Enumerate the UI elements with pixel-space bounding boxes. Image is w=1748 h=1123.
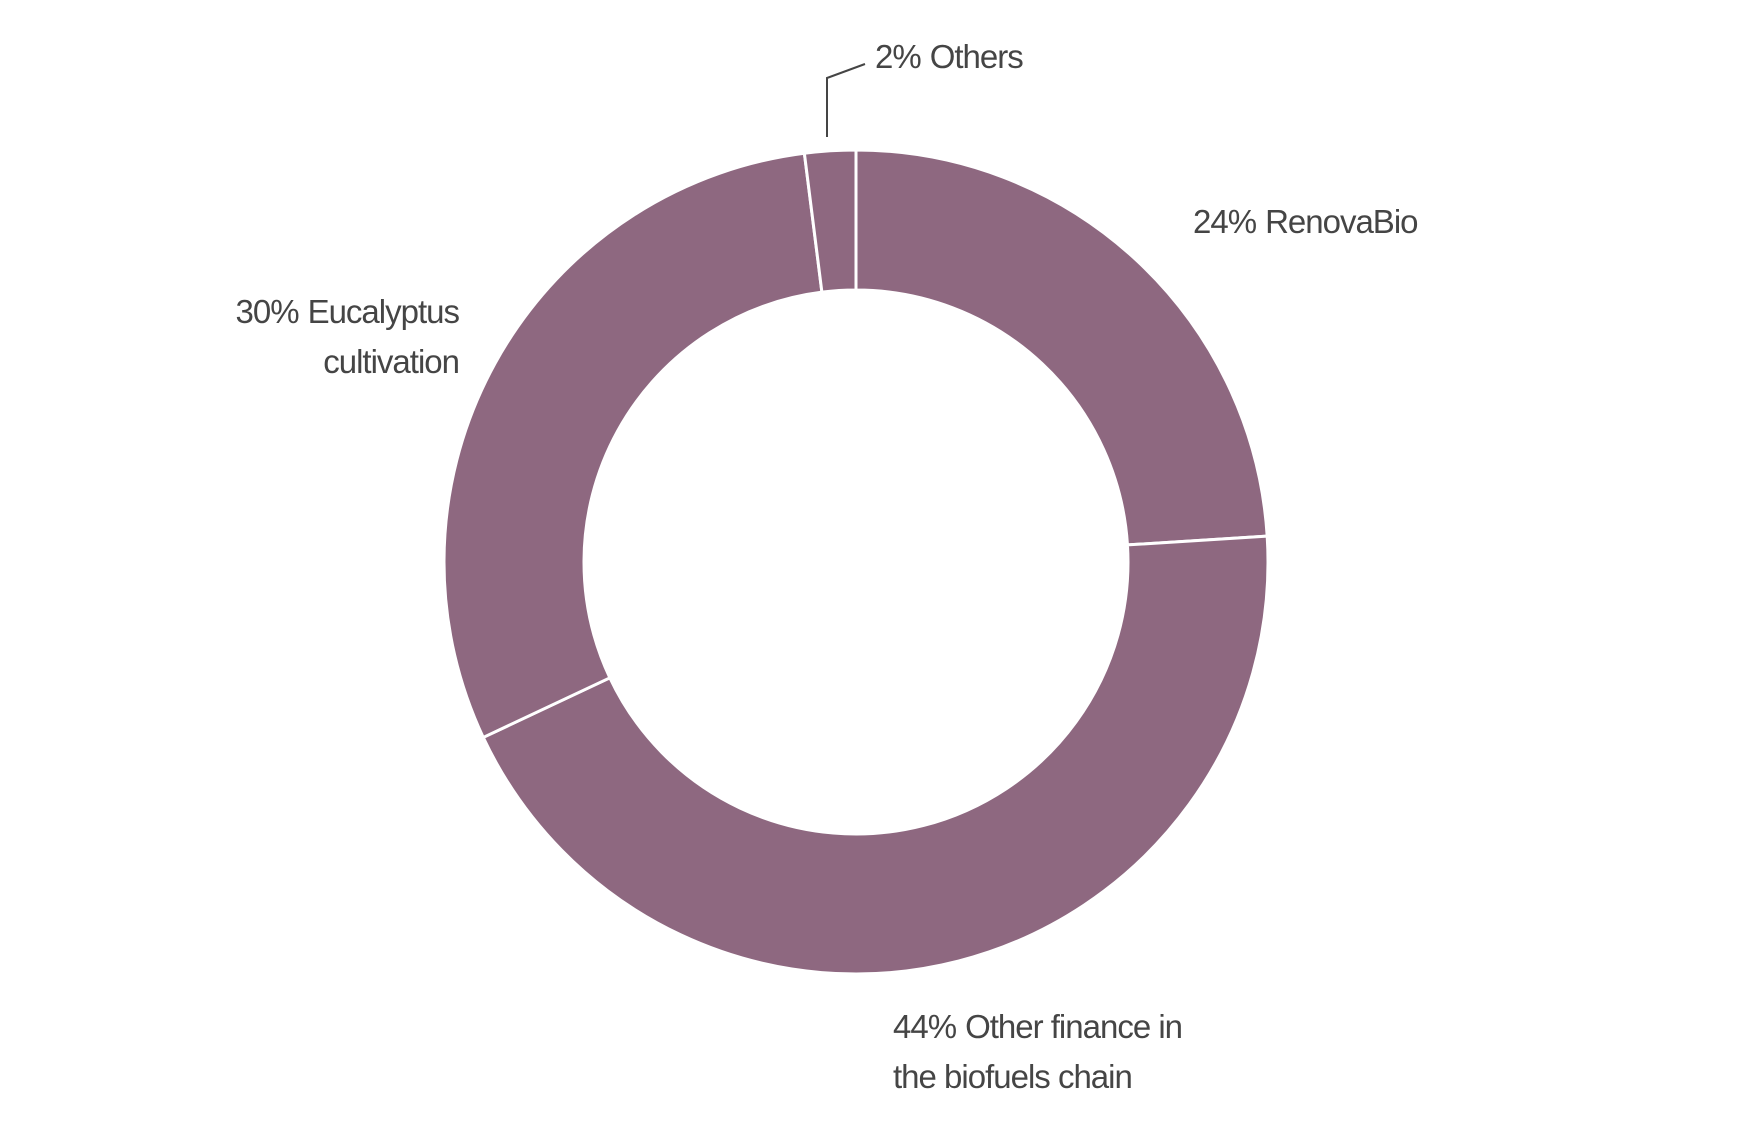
slice-label: 24% RenovaBio <box>1193 197 1419 247</box>
category-label: Other finance in the biofuels chain <box>893 1008 1183 1095</box>
slice-label: 2% Others <box>875 32 1095 82</box>
donut-slice <box>802 148 858 294</box>
value-label: 30% <box>235 293 300 330</box>
donut-slice <box>442 151 824 740</box>
value-label: 2% <box>875 38 922 75</box>
value-label: 24% <box>1193 203 1257 240</box>
category-label: Others <box>929 38 1024 75</box>
category-label: RenovaBio <box>1265 203 1418 240</box>
slice-label: 30% Eucalyptus cultivation <box>219 287 461 387</box>
leader-line <box>826 63 866 137</box>
category-label: Eucalyptus cultivation <box>307 293 460 380</box>
donut-slice <box>854 148 1269 547</box>
donut-slice <box>481 534 1270 976</box>
value-label: 44% <box>893 1008 957 1045</box>
slice-label: 44% Other finance in the biofuels chain <box>893 1002 1223 1102</box>
